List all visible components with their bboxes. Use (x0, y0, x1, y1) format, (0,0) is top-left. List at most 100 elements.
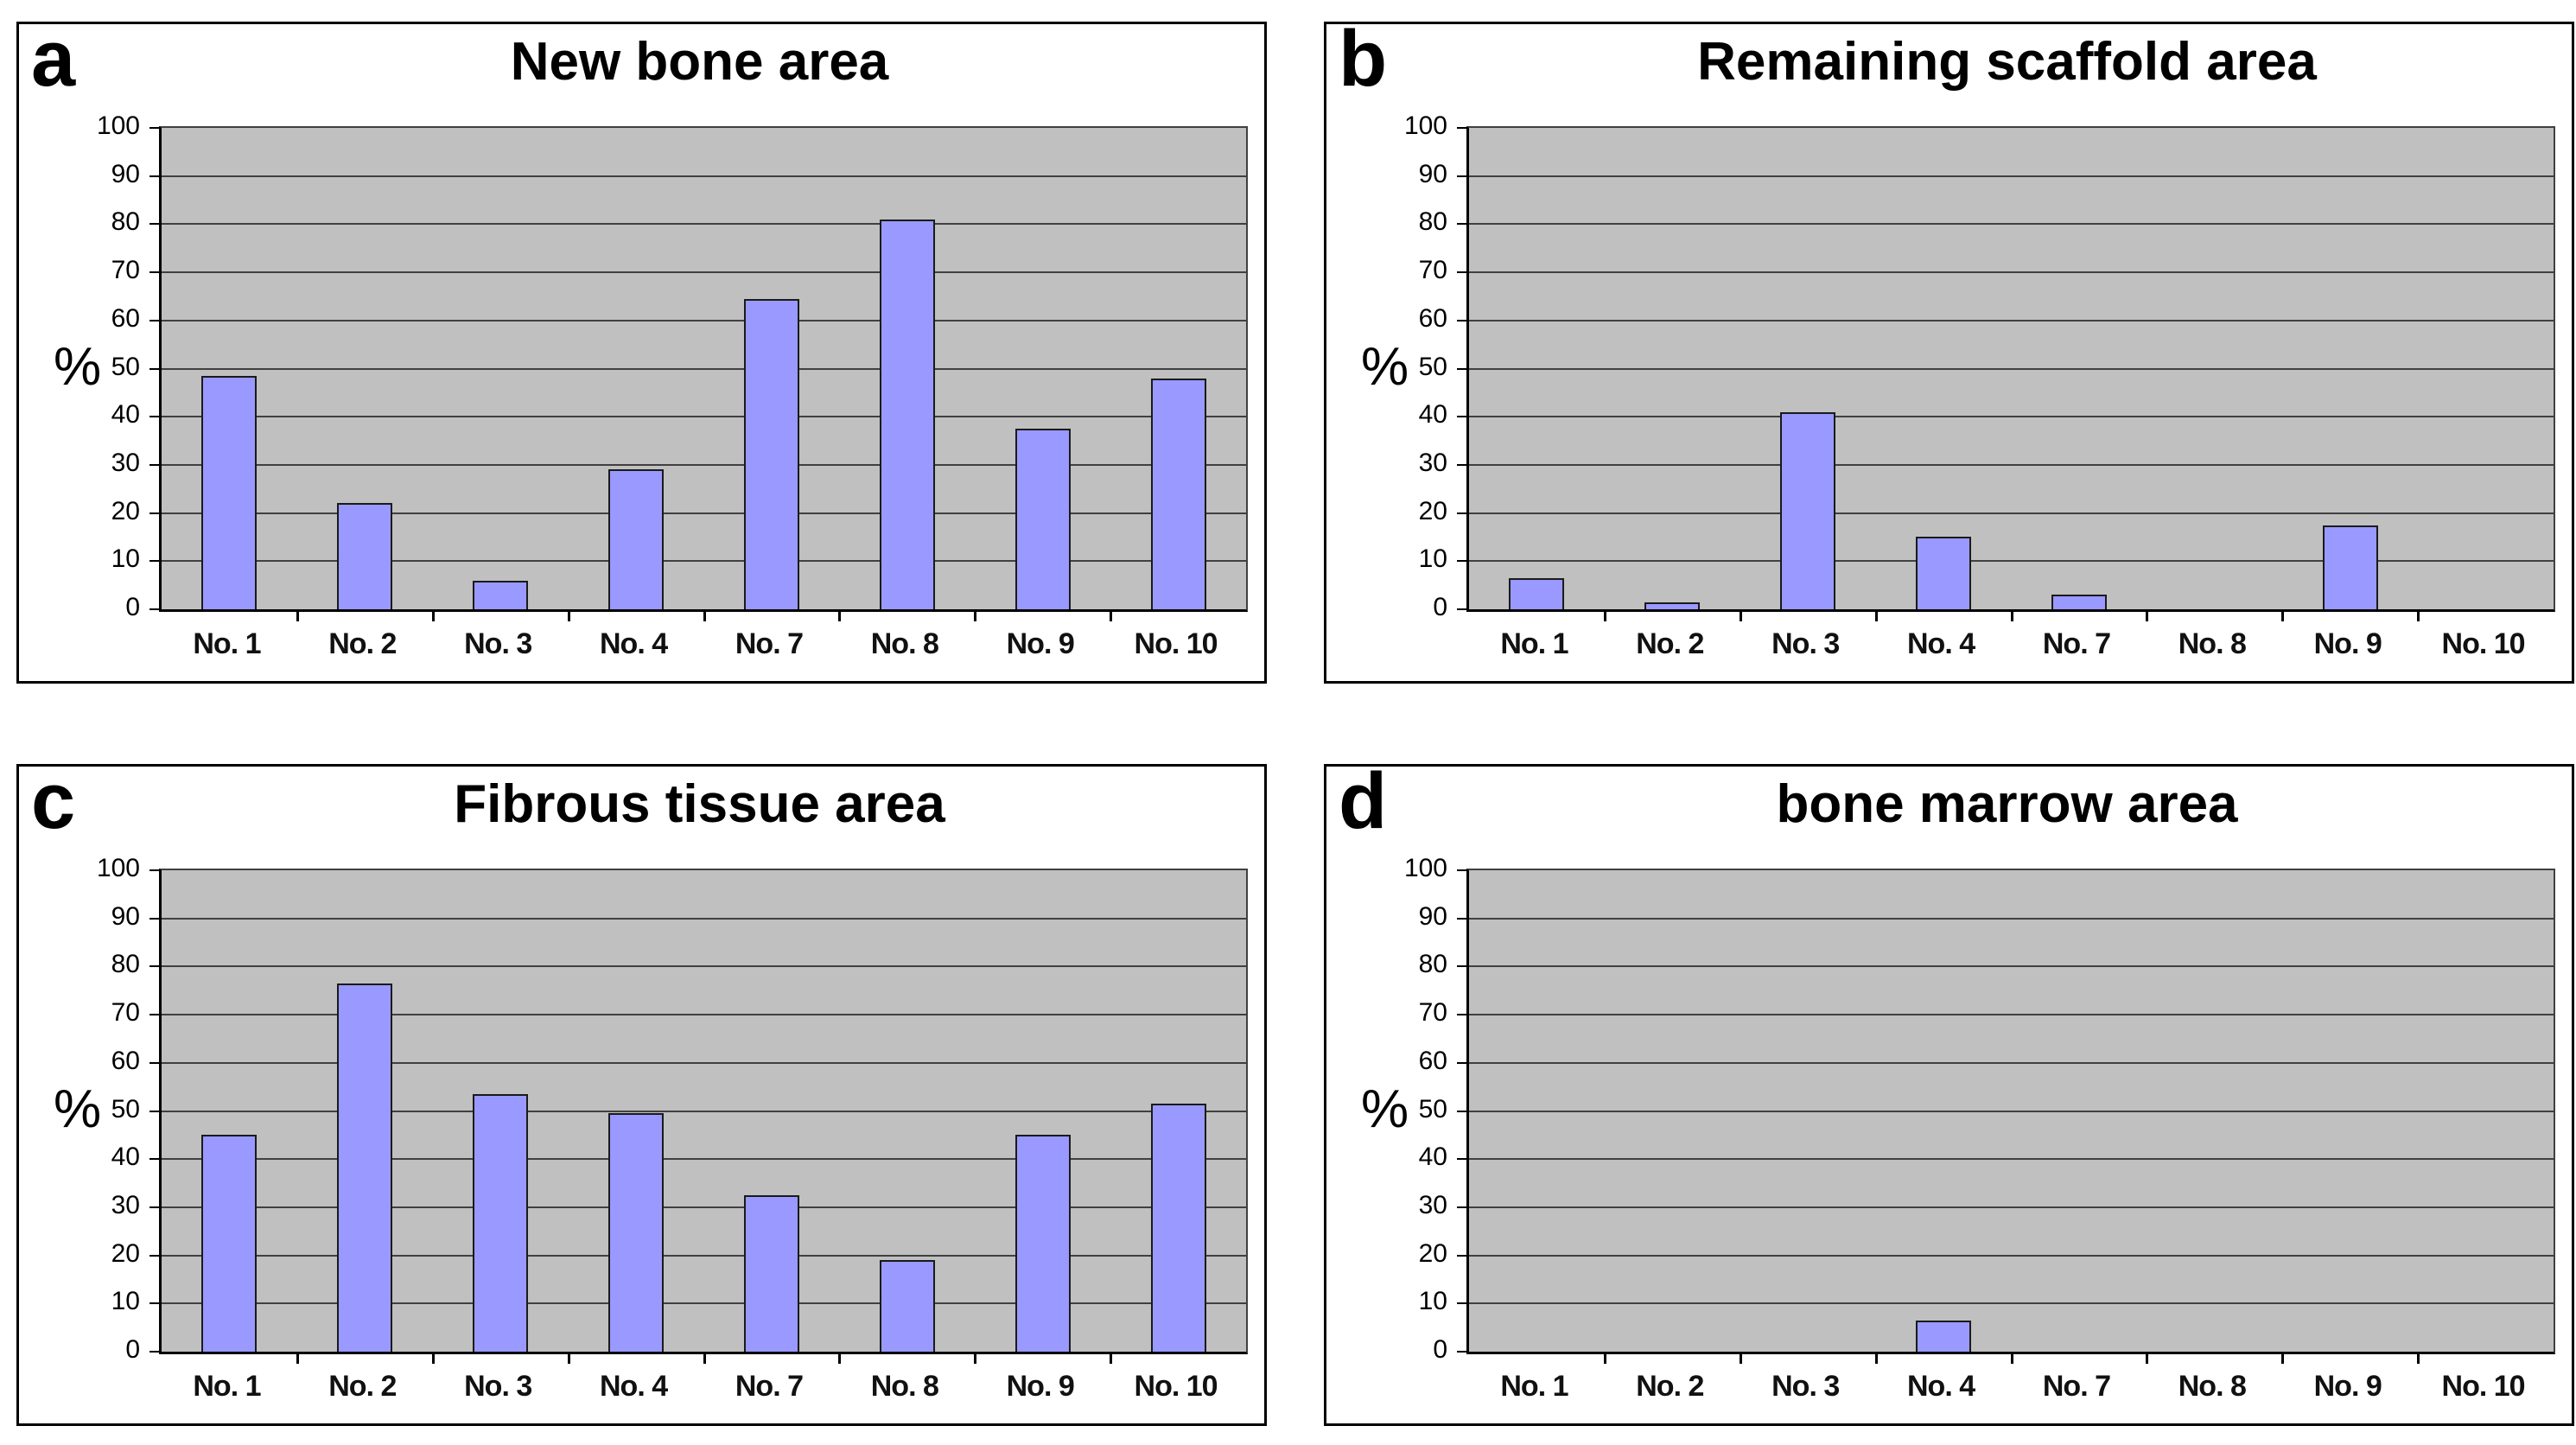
x-tick-label: No. 9 (1006, 627, 1075, 660)
x-tick-label: No. 1 (193, 1370, 261, 1403)
x-tick-label: No. 8 (870, 1370, 939, 1403)
x-tick-label: No. 10 (1134, 1370, 1218, 1403)
x-tick-label: No. 1 (1500, 627, 1568, 660)
y-axis-tick (149, 175, 159, 177)
gridline (1469, 1061, 2554, 1064)
gridline (1469, 271, 2554, 274)
bar-no-2 (1644, 602, 1701, 609)
x-axis-tick (2010, 1354, 2013, 1364)
y-tick-label: 70 (1418, 998, 1447, 1028)
y-tick-label: 50 (1418, 1094, 1447, 1124)
bar-no-4 (608, 469, 665, 609)
chart-panel-b: b Remaining scaffold area % 0 10 20 30 40 50 6… (1324, 15, 2574, 684)
y-tick-label: 20 (1418, 496, 1447, 525)
x-axis-tick (1110, 612, 1113, 621)
x-tick-label: No. 8 (870, 627, 939, 660)
x-axis-tick (567, 612, 570, 621)
y-tick-label: 40 (1418, 400, 1447, 430)
y-axis-unit-label: % (1361, 1079, 1409, 1139)
gridline (1469, 560, 2554, 563)
y-axis-tick (1457, 1061, 1466, 1064)
x-axis-tick (2281, 612, 2285, 621)
y-tick-label: 70 (111, 256, 140, 285)
y-axis-tick (149, 1254, 159, 1257)
y-tick-label: 40 (1418, 1143, 1447, 1172)
plot-area (149, 869, 1248, 1364)
x-axis-tick (2146, 1354, 2149, 1364)
gridline (1469, 512, 2554, 514)
gridline (162, 965, 1246, 968)
y-axis-tick (149, 965, 159, 968)
bar-no-9 (2322, 525, 2378, 609)
y-tick-label: 20 (1418, 1238, 1447, 1268)
bar-no-8 (879, 1260, 935, 1352)
y-axis-tick (1457, 608, 1466, 610)
panel-letter: b (1339, 15, 1388, 103)
x-tick-label: No. 1 (1500, 1370, 1568, 1403)
bar-no-10 (1150, 378, 1206, 609)
y-tick-label: 90 (111, 159, 140, 188)
y-tick-label: 0 (1433, 593, 1447, 621)
y-tick-label: 100 (1403, 854, 1447, 882)
x-axis-tick (2281, 1354, 2285, 1364)
bar-no-2 (337, 983, 393, 1352)
x-tick-label: No. 7 (2042, 1370, 2111, 1403)
x-axis-tick (296, 612, 299, 621)
y-tick-label: 30 (111, 448, 140, 477)
y-tick-label: 90 (1418, 159, 1447, 188)
x-tick-labels: No. 1 No. 2 No. 3 No. 4 No. 7 No. 8 No. 9 No. 1… (1466, 1372, 2551, 1415)
x-axis-tick (838, 1354, 842, 1364)
x-tick-label: No. 3 (464, 627, 532, 660)
y-axis-tick (1457, 463, 1466, 466)
x-tick-label: No. 3 (464, 1370, 532, 1403)
x-axis-tick (567, 1354, 570, 1364)
y-axis-tick (1457, 1302, 1466, 1305)
x-tick-label: No. 8 (2178, 627, 2247, 660)
gridline (1469, 1206, 2554, 1208)
gridline (162, 175, 1246, 177)
y-tick-label: 20 (111, 496, 140, 525)
gridline (162, 319, 1246, 321)
x-tick-label: No. 4 (1907, 627, 1975, 660)
y-axis-tick (1457, 271, 1466, 274)
gridline (162, 1206, 1246, 1208)
bar-no-1 (201, 1135, 258, 1352)
y-axis-tick (149, 1061, 159, 1064)
bar-no-7 (743, 1194, 799, 1352)
y-tick-label: 80 (111, 950, 140, 979)
gridline (1469, 917, 2554, 920)
y-axis-unit-label: % (54, 337, 102, 397)
y-axis-tick (1457, 127, 1466, 129)
y-tick-label: 50 (1418, 352, 1447, 381)
y-tick-label: 100 (96, 854, 140, 882)
gridline (1469, 463, 2554, 466)
x-tick-label: No. 4 (600, 627, 668, 660)
y-axis-tick (149, 271, 159, 274)
y-axis-tick (1457, 560, 1466, 563)
y-axis-tick (149, 1014, 159, 1016)
y-axis-unit-label: % (54, 1079, 102, 1139)
x-axis-tick (703, 1354, 706, 1364)
y-axis-tick (149, 127, 159, 129)
chart-title: bone marrow area (1776, 774, 2238, 834)
x-axis-tick (2417, 612, 2420, 621)
y-tick-label: 30 (1418, 1190, 1447, 1219)
y-axis-tick (149, 869, 159, 871)
y-axis-tick (149, 463, 159, 466)
x-axis-tick (296, 1354, 299, 1364)
y-axis-tick (1457, 1110, 1466, 1112)
gridline (162, 367, 1246, 370)
y-tick-label: 80 (111, 207, 140, 237)
bar-no-10 (1150, 1104, 1206, 1352)
gridline (1469, 416, 2554, 418)
plot-area (1457, 126, 2555, 621)
y-tick-label: 50 (111, 352, 140, 381)
y-axis-tick (1457, 869, 1466, 871)
x-axis-tick (974, 612, 977, 621)
gridline (162, 560, 1246, 563)
y-tick-label: 50 (111, 1094, 140, 1124)
x-tick-label: No. 9 (1006, 1370, 1075, 1403)
x-axis-tick (1874, 1354, 1878, 1364)
y-tick-label: 80 (1418, 950, 1447, 979)
bar-no-3 (473, 1094, 529, 1352)
